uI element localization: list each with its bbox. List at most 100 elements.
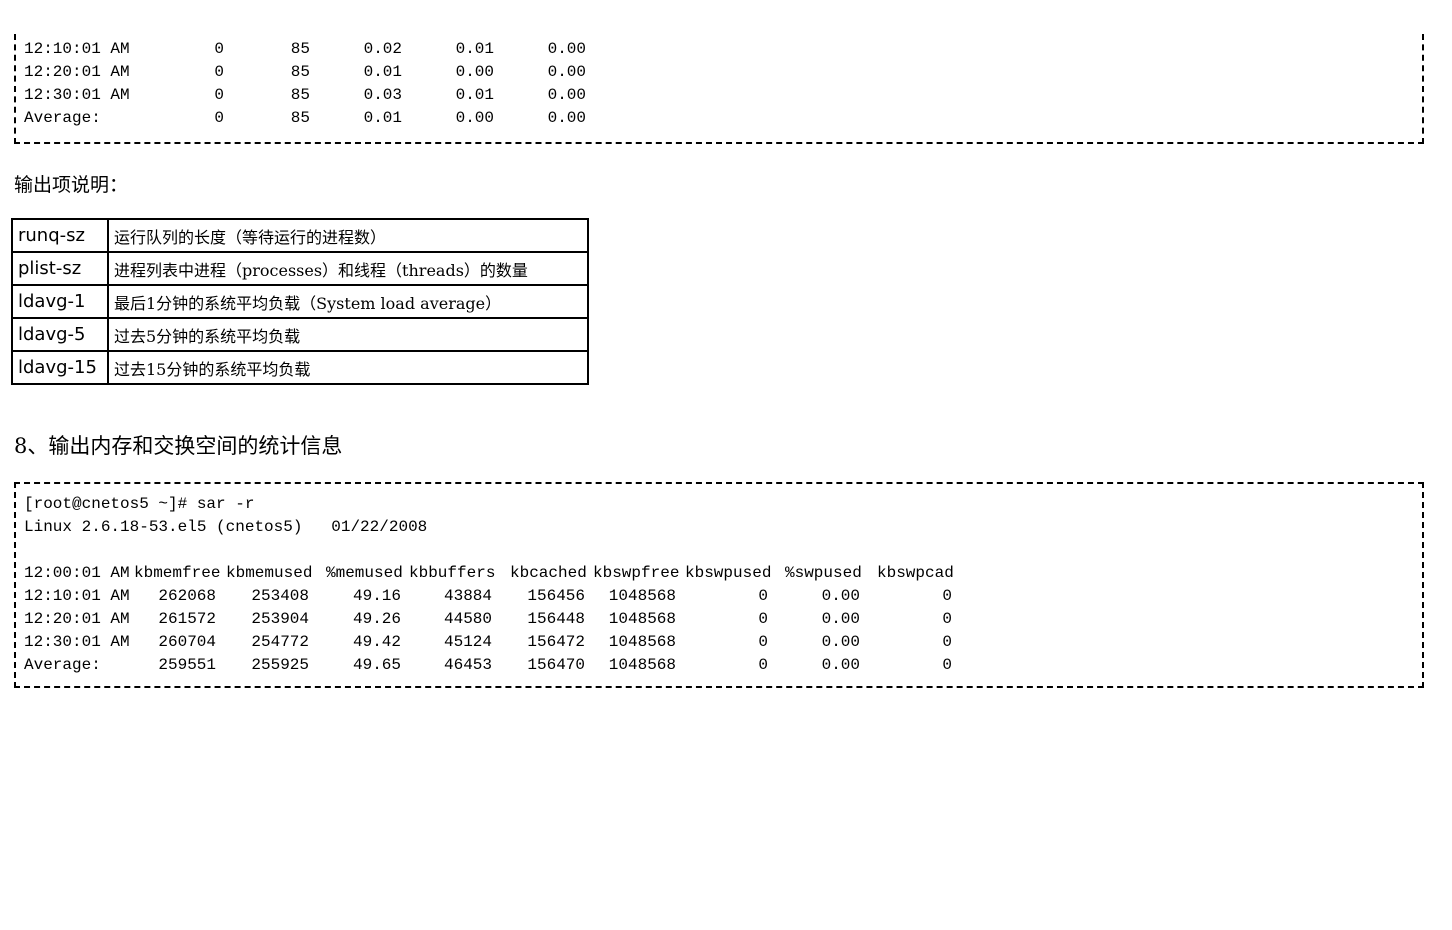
sar-q-row: 12:20:01 AM 0 85 0.01 0.00 0.00 [24,61,1422,84]
section-heading: 8、输出内存和交换空间的统计信息 [14,434,343,458]
ldavg-1-cell: 0.01 [363,109,402,127]
sar-q-output-block: 12:10:01 AM 0 85 0.02 0.01 0.00 12:20:01… [14,34,1424,144]
item-description: 运行队列的长度（等待运行的进程数） [107,218,589,253]
plist-sz-cell: 85 [290,86,310,104]
item-key: ldavg-5 [11,317,109,352]
kbmemfree-cell: 261572 [158,610,216,628]
plist-sz-cell: 85 [290,109,310,127]
kbmemused-cell: 254772 [251,633,309,651]
ldavg-5-cell: 0.00 [455,63,494,81]
kbswpfree-cell: 1048568 [608,656,676,674]
swpused-pct-cell: 0.00 [821,633,860,651]
header-swpused-pct: %swpused [785,564,862,582]
time-cell: 12:20:01 AM [24,610,130,628]
data-row: 12:10:01 AM 262068 253408 49.16 43884 15… [24,585,1422,608]
header-kbmemused: kbmemused [226,564,313,582]
header-kbswpused: kbswpused [685,564,772,582]
item-description: 进程列表中进程（processes）和线程（threads）的数量 [107,251,589,286]
ldavg-1-cell: 0.03 [363,86,402,104]
ldavg-15-cell: 0.00 [547,63,586,81]
kbswpused-cell: 0 [758,610,768,628]
plist-sz-cell: 85 [290,63,310,81]
memused-pct-cell: 49.42 [352,633,401,651]
kbswpused-cell: 0 [758,633,768,651]
kbbuffers-cell: 45124 [443,633,492,651]
kbmemused-cell: 255925 [251,656,309,674]
kbbuffers-cell: 43884 [443,587,492,605]
data-row: Average: 259551 255925 49.65 46453 15647… [24,654,1422,677]
ldavg-15-cell: 0.00 [547,86,586,104]
time-cell: Average: [24,656,101,674]
swpused-pct-cell: 0.00 [821,656,860,674]
header-kbbuffers: kbbuffers [409,564,496,582]
header-kbswpcad: kbswpcad [877,564,954,582]
ldavg-1-cell: 0.01 [363,63,402,81]
ldavg-15-cell: 0.00 [547,109,586,127]
sar-r-output-block: [root@cnetos5 ~]# sar -r Linux 2.6.18-53… [14,482,1424,688]
table-row: ldavg-15 过去15分钟的系统平均负载 [11,350,589,385]
kbbuffers-cell: 46453 [443,656,492,674]
system-info-line: Linux 2.6.18-53.el5 (cnetos5) 01/22/2008 [24,518,428,536]
time-cell: 12:10:01 AM [24,587,130,605]
item-key: ldavg-15 [11,350,109,385]
memused-pct-cell: 49.26 [352,610,401,628]
kbbuffers-cell: 44580 [443,610,492,628]
header-memused-pct: %memused [326,564,403,582]
header-kbswpfree: kbswpfree [593,564,680,582]
time-cell: Average: [24,109,101,127]
item-key: ldavg-1 [11,284,109,319]
time-cell: 12:20:01 AM [24,63,130,81]
kbmemused-cell: 253904 [251,610,309,628]
header-time: 12:00:01 AM [24,564,130,582]
data-row: 12:20:01 AM 261572 253904 49.26 44580 15… [24,608,1422,631]
time-cell: 12:10:01 AM [24,40,130,58]
item-description: 最后1分钟的系统平均负载（System load average） [107,284,589,319]
kbswpcad-cell: 0 [942,610,952,628]
table-row: ldavg-1 最后1分钟的系统平均负载（System load average… [11,284,589,319]
kbswpused-cell: 0 [758,587,768,605]
item-description: 过去5分钟的系统平均负载 [107,317,589,352]
output-items-table: runq-sz 运行队列的长度（等待运行的进程数） plist-sz 进程列表中… [11,218,589,385]
kbswpfree-cell: 1048568 [608,610,676,628]
kbswpcad-cell: 0 [942,656,952,674]
column-header-row: 12:00:01 AM kbmemfree kbmemused %memused… [24,562,1422,585]
kbcached-cell: 156472 [527,633,585,651]
kbswpcad-cell: 0 [942,587,952,605]
kbmemfree-cell: 259551 [158,656,216,674]
kbswpused-cell: 0 [758,656,768,674]
item-key: plist-sz [11,251,109,286]
ldavg-5-cell: 0.01 [455,86,494,104]
ldavg-15-cell: 0.00 [547,40,586,58]
kbswpfree-cell: 1048568 [608,587,676,605]
kbmemused-cell: 253408 [251,587,309,605]
sar-q-row: Average: 0 85 0.01 0.00 0.00 [24,107,1422,130]
header-kbcached: kbcached [510,564,587,582]
time-cell: 12:30:01 AM [24,86,130,104]
sar-q-row: 12:30:01 AM 0 85 0.03 0.01 0.00 [24,84,1422,107]
runq-sz-cell: 0 [214,40,224,58]
table-row: ldavg-5 过去5分钟的系统平均负载 [11,317,589,352]
time-cell: 12:30:01 AM [24,633,130,651]
plist-sz-cell: 85 [290,40,310,58]
header-kbmemfree: kbmemfree [134,564,221,582]
data-row: 12:30:01 AM 260704 254772 49.42 45124 15… [24,631,1422,654]
item-description: 过去15分钟的系统平均负载 [107,350,589,385]
kbcached-cell: 156448 [527,610,585,628]
swpused-pct-cell: 0.00 [821,610,860,628]
swpused-pct-cell: 0.00 [821,587,860,605]
ldavg-5-cell: 0.00 [455,109,494,127]
memused-pct-cell: 49.65 [352,656,401,674]
runq-sz-cell: 0 [214,63,224,81]
kbmemfree-cell: 260704 [158,633,216,651]
runq-sz-cell: 0 [214,109,224,127]
ldavg-5-cell: 0.01 [455,40,494,58]
output-items-caption: 输出项说明： [14,174,129,196]
kbswpcad-cell: 0 [942,633,952,651]
kbcached-cell: 156470 [527,656,585,674]
ldavg-1-cell: 0.02 [363,40,402,58]
table-row: plist-sz 进程列表中进程（processes）和线程（threads）的… [11,251,589,286]
kbmemfree-cell: 262068 [158,587,216,605]
blank-line [24,539,1422,562]
item-key: runq-sz [11,218,109,253]
kbcached-cell: 156456 [527,587,585,605]
